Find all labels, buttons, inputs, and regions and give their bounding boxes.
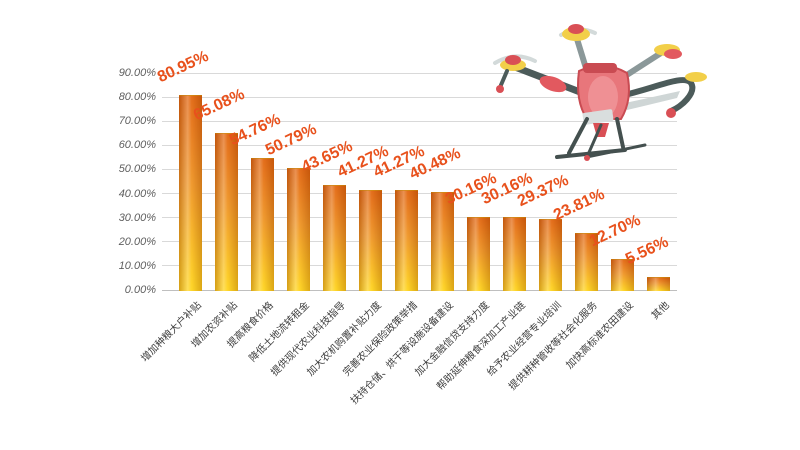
drone-illustration [493, 24, 707, 161]
y-tick-label: 40.00% [118, 187, 156, 200]
gridline [162, 120, 677, 122]
gridline [162, 241, 677, 243]
bar [286, 167, 310, 291]
y-tick-label: 0.00% [124, 284, 156, 296]
bar [430, 192, 454, 291]
y-tick-label: 20.00% [118, 235, 156, 248]
bar [538, 219, 562, 291]
y-tick-label: 60.00% [118, 139, 156, 152]
gridline [162, 265, 677, 267]
y-tick-label: 10.00% [118, 259, 156, 272]
bar [466, 217, 490, 291]
bar [214, 133, 238, 291]
bar [502, 217, 526, 291]
gridline [162, 217, 677, 219]
x-axis-line [162, 289, 677, 291]
y-tick-label: 80.00% [118, 91, 156, 104]
y-tick-label: 50.00% [118, 163, 156, 176]
gridline [162, 96, 677, 98]
bar [610, 259, 634, 291]
bar [358, 190, 382, 291]
y-tick-label: 90.00% [118, 67, 156, 79]
bar [646, 276, 670, 291]
bar [394, 190, 418, 291]
gridline [162, 168, 677, 170]
bar [322, 184, 346, 291]
bar [574, 232, 598, 291]
gridline [162, 144, 677, 146]
bar [178, 94, 202, 291]
bar [250, 157, 274, 291]
y-tick-label: 70.00% [118, 115, 156, 128]
bar-value-label: 80.95% [154, 47, 211, 86]
gridline [162, 72, 677, 74]
gridline [162, 193, 677, 195]
bar-value-label: 5.56% [622, 233, 671, 268]
y-tick-label: 30.00% [118, 211, 156, 224]
